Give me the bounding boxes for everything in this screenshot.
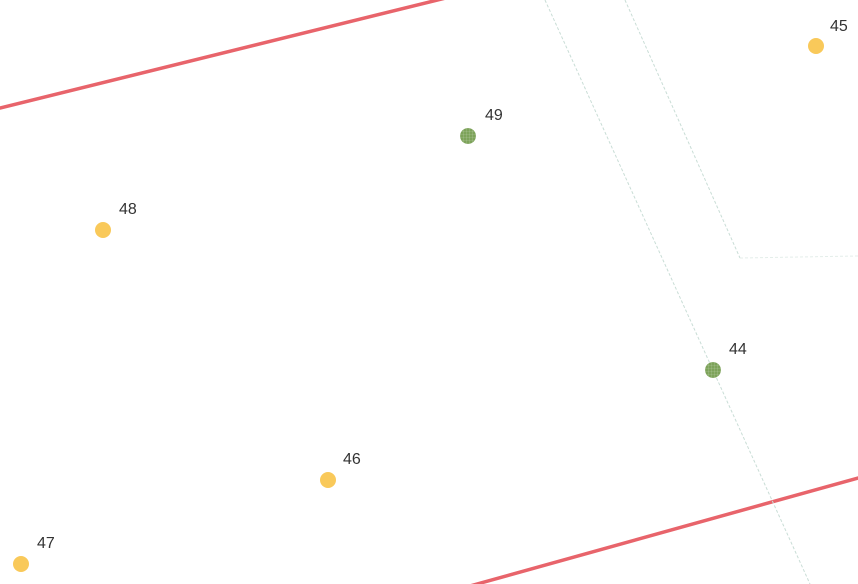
boundary-line-top — [0, 0, 445, 110]
street-line — [739, 255, 858, 259]
parking-marker-44[interactable] — [705, 362, 721, 378]
marker-label-49: 49 — [485, 107, 503, 124]
street-line — [624, 0, 741, 259]
parking-marker-49[interactable] — [460, 128, 476, 144]
marker-label-45: 45 — [830, 18, 848, 35]
marker-label-48: 48 — [119, 201, 137, 218]
marker-label-47: 47 — [37, 535, 55, 552]
parking-marker-48[interactable] — [95, 222, 111, 238]
parking-marker-46[interactable] — [320, 472, 336, 488]
parking-marker-45[interactable] — [808, 38, 824, 54]
street-line — [544, 0, 811, 584]
marker-label-46: 46 — [343, 451, 361, 468]
parking-marker-47[interactable] — [13, 556, 29, 572]
boundary-line-bottom — [470, 476, 858, 584]
marker-label-44: 44 — [729, 341, 747, 358]
